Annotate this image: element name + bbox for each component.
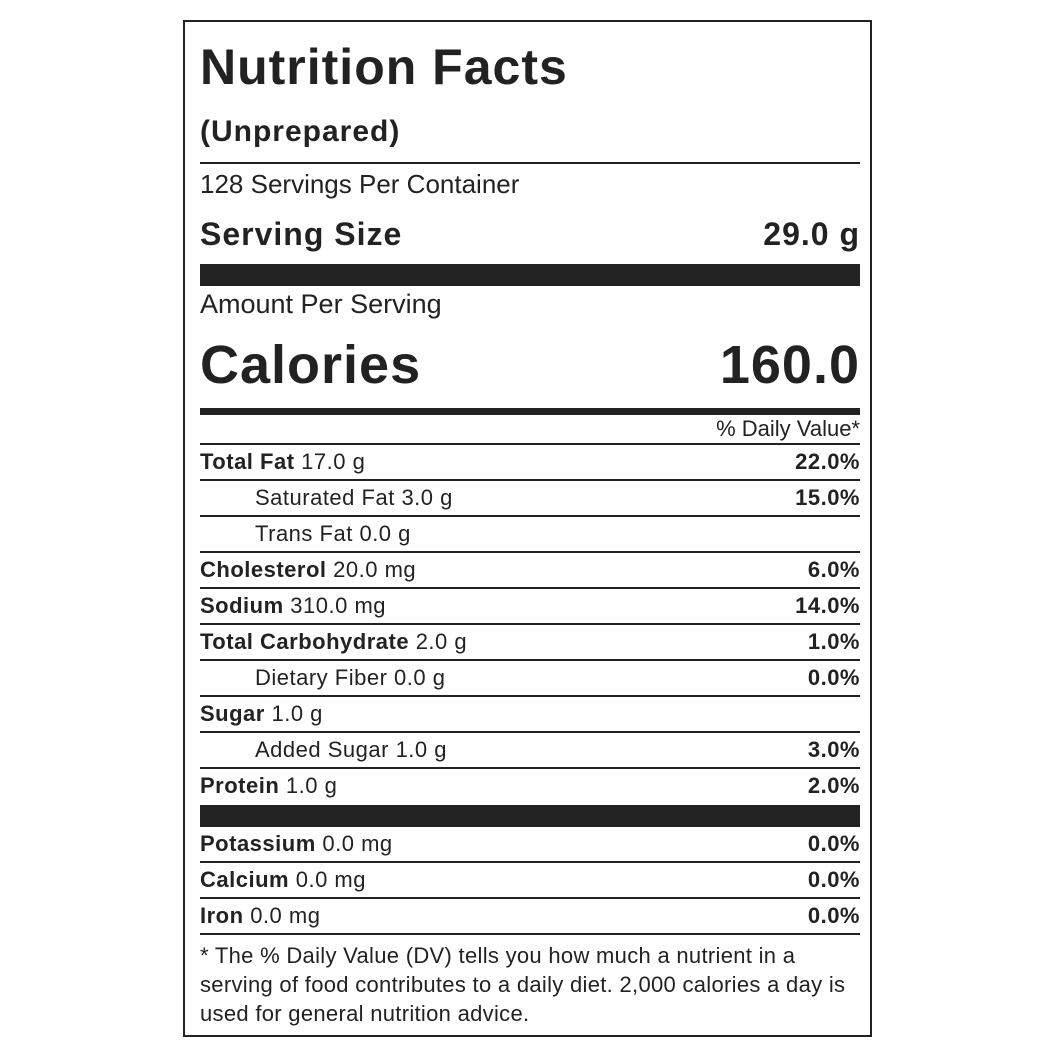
nutrient-row: Iron 0.0 mg 0.0% — [200, 899, 860, 935]
nutrient-cell: Total Carbohydrate 2.0 g — [200, 625, 467, 659]
amount-per-serving: Amount Per Serving — [200, 289, 442, 319]
daily-value: 0.0% — [807, 665, 860, 690]
nutrient-name: Cholesterol — [200, 557, 327, 582]
nutrient-name: Trans Fat — [255, 521, 353, 546]
nutrient-name: Calcium — [200, 867, 290, 892]
nutrient-cell: Protein 1.0 g — [200, 769, 337, 803]
nutrient-row: Protein 1.0 g 2.0% — [200, 769, 860, 803]
servings: 128 Servings Per Container — [200, 169, 520, 199]
serving-size-label: Serving Size — [200, 216, 403, 252]
nutrient-cell: Calcium 0.0 mg — [200, 863, 366, 897]
nutrient-row: Total Fat 17.0 g 22.0% — [200, 445, 860, 481]
nutrient-amount: 20.0 mg — [333, 557, 417, 582]
daily-value: 22.0% — [795, 449, 860, 474]
label-box: Nutrition Facts (Unprepared) 128 Serving… — [183, 20, 872, 1037]
nutrient-amount: 2.0 g — [415, 629, 468, 654]
divider-bar — [200, 264, 860, 286]
nutrient-row: Total Carbohydrate 2.0 g 1.0% — [200, 625, 860, 661]
daily-value: 0.0% — [807, 831, 860, 856]
nutrient-row: Potassium 0.0 mg 0.0% — [200, 827, 860, 863]
nutrient-cell: Potassium 0.0 mg — [200, 827, 393, 861]
serving-size-value: 29.0 g — [763, 216, 860, 252]
nutrient-amount: 3.0 g — [401, 485, 453, 510]
nutrient-cell: Cholesterol 20.0 mg — [200, 553, 416, 587]
nutrient-row: Sugar 1.0 g — [200, 697, 860, 733]
nutrient-row: Saturated Fat 3.0 g 15.0% — [200, 481, 860, 517]
daily-value: 2.0% — [807, 773, 860, 798]
nutrient-row: Sodium 310.0 mg 14.0% — [200, 589, 860, 625]
nutrient-cell: Sodium 310.0 mg — [200, 589, 386, 623]
daily-value: 3.0% — [807, 737, 860, 762]
daily-value: 0.0% — [807, 903, 860, 928]
divider-bar — [200, 408, 860, 415]
nutrient-amount: 0.0 mg — [295, 867, 366, 892]
nutrient-name: Sodium — [200, 593, 284, 618]
daily-value-header: % Daily Value* — [200, 415, 860, 445]
nutrient-row: Trans Fat 0.0 g — [200, 517, 860, 553]
nutrient-list: Total Fat 17.0 g 22.0% Saturated Fat 3.0 g… — [200, 445, 860, 803]
nutrient-name: Dietary Fiber — [255, 665, 388, 690]
nutrient-name: Iron — [200, 903, 244, 928]
daily-value: 1.0% — [807, 629, 860, 654]
serving-size: Serving Size 29.0 g — [200, 204, 860, 264]
nutrient-name: Saturated Fat — [255, 485, 395, 510]
nutrient-cell: Trans Fat 0.0 g — [255, 517, 411, 551]
nutrient-name: Sugar — [200, 701, 265, 726]
divider-bar — [200, 805, 860, 827]
title: Nutrition Facts — [200, 39, 568, 95]
nutrient-row: Calcium 0.0 mg 0.0% — [200, 863, 860, 899]
nutrient-cell: Sugar 1.0 g — [200, 697, 323, 731]
nutrient-row: Dietary Fiber 0.0 g 0.0% — [200, 661, 860, 697]
nutrient-amount: 310.0 mg — [290, 593, 387, 618]
nutrient-amount: 0.0 g — [359, 521, 411, 546]
nutrient-cell: Saturated Fat 3.0 g — [255, 481, 453, 515]
nutrient-amount: 17.0 g — [301, 449, 366, 474]
nutrient-amount: 0.0 mg — [322, 831, 393, 856]
nutrient-name: Protein — [200, 773, 280, 798]
nutrient-row: Added Sugar 1.0 g 3.0% — [200, 733, 860, 769]
calories-value: 160.0 — [719, 335, 860, 395]
nutrient-amount: 0.0 mg — [250, 903, 321, 928]
daily-value: 14.0% — [795, 593, 860, 618]
calories: Calories 160.0 — [200, 322, 860, 408]
nutrient-name: Potassium — [200, 831, 316, 856]
mineral-list: Potassium 0.0 mg 0.0% Calcium 0.0 mg 0.0% Ir… — [200, 827, 860, 935]
nutrient-cell: Iron 0.0 mg — [200, 899, 320, 933]
label-content: Nutrition Facts (Unprepared) 128 Serving… — [200, 32, 860, 1028]
footnote: * The % Daily Value (DV) tells you how m… — [200, 943, 846, 1026]
nutrient-amount: 0.0 g — [394, 665, 446, 690]
nutrient-cell: Added Sugar 1.0 g — [255, 733, 447, 767]
nutrient-cell: Total Fat 17.0 g — [200, 445, 365, 479]
nutrient-amount: 1.0 g — [285, 773, 338, 798]
subtitle: (Unprepared) — [200, 102, 860, 164]
nutrient-amount: 1.0 g — [271, 701, 323, 726]
nutrient-name: Total Fat — [200, 449, 295, 474]
daily-value: 0.0% — [807, 867, 860, 892]
daily-value: 6.0% — [807, 557, 860, 582]
nutrient-row: Cholesterol 20.0 mg 6.0% — [200, 553, 860, 589]
calories-label: Calories — [200, 335, 422, 395]
nutrient-amount: 1.0 g — [395, 737, 447, 762]
nutrient-name: Total Carbohydrate — [200, 629, 410, 654]
nutrient-cell: Dietary Fiber 0.0 g — [255, 661, 445, 695]
nutrient-name: Added Sugar — [255, 737, 389, 762]
daily-value: 15.0% — [795, 485, 860, 510]
